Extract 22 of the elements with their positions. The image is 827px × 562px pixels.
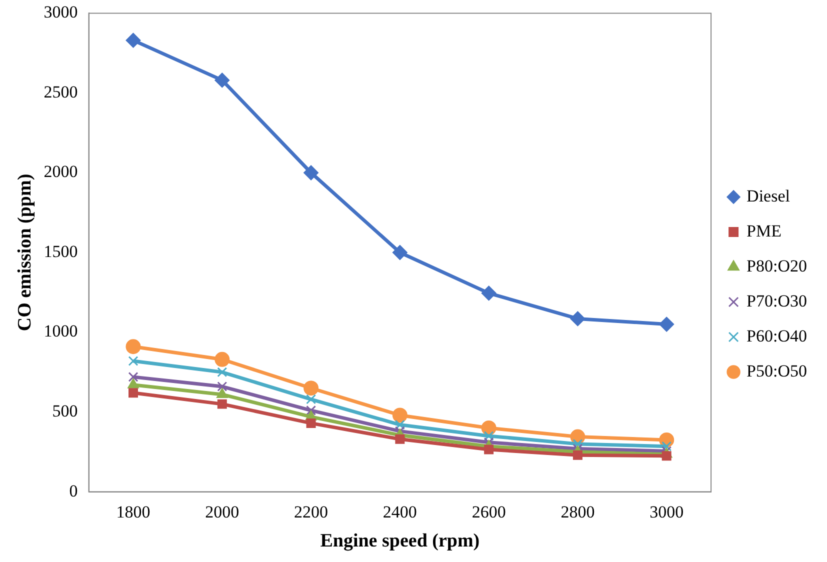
x-tick-label: 2400 [382,502,417,522]
legend-label: P50:O50 [746,361,808,380]
x-tick-label: 1800 [116,502,150,522]
legend-label: PME [746,221,782,240]
legend-label: P70:O30 [746,291,808,310]
x-tick-label: 3000 [650,502,684,522]
x-tick-label: 2000 [205,502,240,522]
x-axis-title: Engine speed (rpm) [320,530,480,552]
y-axis-title: CO emission (ppm) [14,174,36,332]
legend-label: P80:O20 [746,256,808,276]
y-tick-label: 3000 [44,2,78,22]
y-tick-label: 1500 [44,242,78,261]
x-tick-label: 2200 [294,502,328,522]
x-tick-label: 2600 [472,502,506,522]
x-tick-label: 2800 [560,502,595,522]
y-tick-label: 0 [69,481,78,500]
legend-label: P60:O40 [746,326,808,346]
y-tick-label: 2000 [44,162,78,182]
y-tick-label: 2500 [44,82,78,102]
y-tick-label: 500 [52,402,78,420]
legend-label: Diesel [746,186,790,206]
y-tick-label: 1000 [44,322,78,341]
